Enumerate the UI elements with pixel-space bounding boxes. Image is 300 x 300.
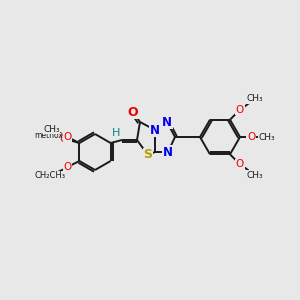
Text: O: O [247,132,255,142]
Text: H: H [112,128,120,138]
Text: O: O [236,105,244,115]
Text: N: N [163,146,173,158]
Text: O: O [63,162,71,172]
Text: O: O [128,106,138,118]
Text: CH₃: CH₃ [43,124,60,134]
Text: CH₃: CH₃ [259,133,275,142]
Text: O: O [236,159,244,169]
Text: CH₂CH₃: CH₂CH₃ [35,172,66,181]
Text: S: S [143,148,152,161]
Text: CH₃: CH₃ [247,94,263,103]
Text: N: N [150,124,160,136]
Text: O: O [59,134,68,144]
Text: O: O [63,132,71,142]
Text: methoxy: methoxy [35,131,68,140]
Text: N: N [162,116,172,128]
Text: CH₃: CH₃ [247,171,263,180]
